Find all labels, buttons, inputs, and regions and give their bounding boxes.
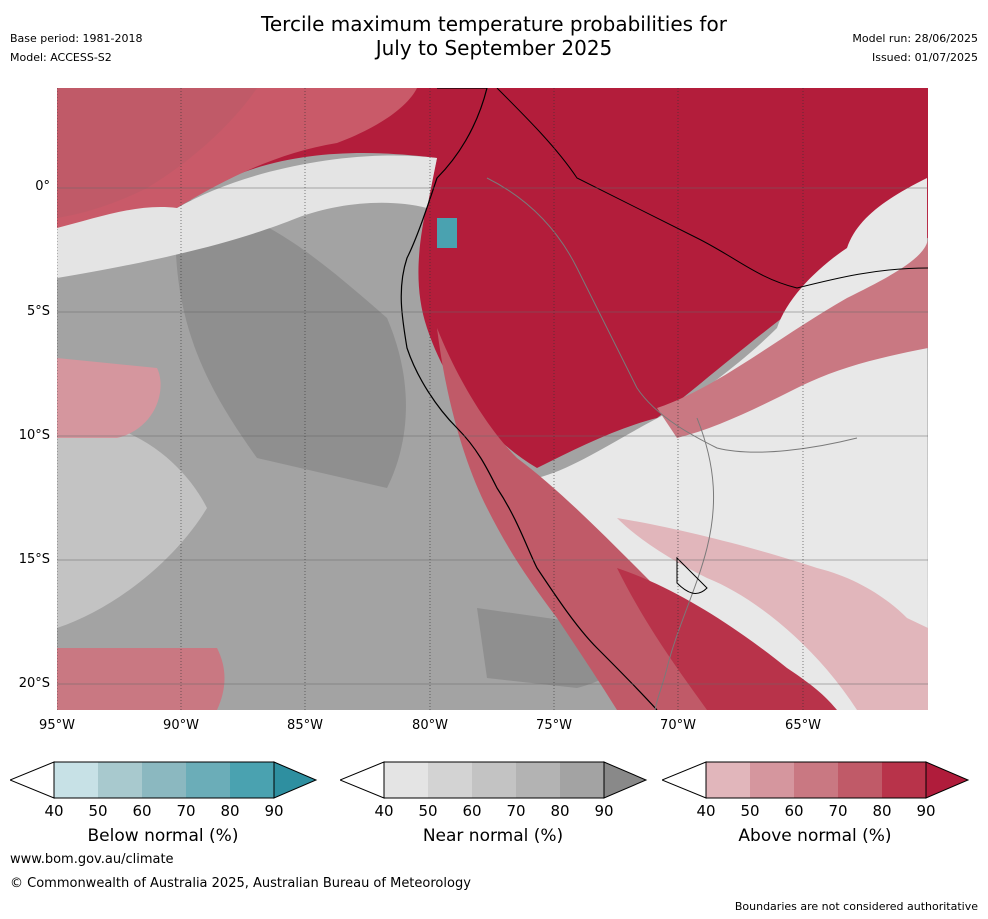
above-normal-east-transition [657, 238, 928, 438]
near-arrow-left [338, 761, 385, 799]
above-normal-northwest-inner [57, 88, 257, 218]
near-frame [383, 761, 605, 799]
above-tick-70: 70 [828, 802, 848, 820]
below-swatch-2 [98, 762, 142, 798]
lon-label-95w: 95°W [39, 718, 75, 733]
lon-label-80w: 80°W [412, 718, 448, 733]
lat-label-20s: 20°S [18, 676, 50, 691]
lat-label-15s: 15°S [18, 552, 50, 567]
near-tick-40: 40 [374, 802, 394, 820]
below-swatch-4 [186, 762, 230, 798]
website-link[interactable]: www.bom.gov.au/climate [10, 852, 174, 867]
below-normal-label: Below normal (%) [87, 826, 239, 846]
colorbar-below-normal [8, 760, 320, 806]
lon-label-90w: 90°W [163, 718, 199, 733]
below-arrow-right [273, 761, 318, 799]
map-title-line2: July to September 2025 [375, 36, 613, 60]
below-swatch-1 [54, 762, 98, 798]
lat-label-5s: 5°S [26, 304, 50, 319]
above-frame [705, 761, 927, 799]
lon-label-65w: 65°W [785, 718, 821, 733]
below-tick-40: 40 [44, 802, 64, 820]
above-normal-southwest-patch [57, 648, 225, 710]
model-run: Model run: 28/06/2025 [852, 32, 978, 45]
near-normal-north-band [57, 155, 437, 278]
near-normal-90-zone [175, 198, 406, 488]
above-normal-west-patch [57, 358, 161, 438]
lon-label-70w: 70°W [660, 718, 696, 733]
lat-gridlines [57, 187, 928, 685]
coastline [400, 88, 658, 710]
near-tick-60: 60 [462, 802, 482, 820]
above-normal-label: Above normal (%) [738, 826, 892, 846]
above-swatch-3 [794, 762, 838, 798]
near-swatch-4 [516, 762, 560, 798]
above-normal-north-zone [57, 88, 928, 468]
near-swatch-2 [428, 762, 472, 798]
above-tick-60: 60 [784, 802, 804, 820]
above-tick-80: 80 [872, 802, 892, 820]
lat-label-0: 0° [35, 179, 50, 194]
disclaimer-text: Boundaries are not considered authoritat… [734, 900, 978, 913]
near-normal-lighter-west [57, 418, 207, 628]
below-tick-70: 70 [176, 802, 196, 820]
above-swatch-1 [706, 762, 750, 798]
above-swatch-4 [838, 762, 882, 798]
amazon-river [496, 88, 928, 289]
near-swatch-1 [384, 762, 428, 798]
below-swatch-3 [142, 762, 186, 798]
lake-titicaca [676, 556, 708, 594]
above-arrow-right [925, 761, 970, 799]
copyright-text: © Commonwealth of Australia 2025, Austra… [10, 876, 471, 891]
colorbar-above-svg [660, 761, 970, 799]
below-tick-80: 80 [220, 802, 240, 820]
probability-map [57, 88, 928, 710]
below-tick-50: 50 [88, 802, 108, 820]
above-tick-90: 90 [916, 802, 936, 820]
near-tick-70: 70 [506, 802, 526, 820]
below-normal-spot-gulf [437, 218, 457, 248]
above-tick-50: 50 [740, 802, 760, 820]
issued-date: Issued: 01/07/2025 [871, 51, 978, 64]
map-title: Tercile maximum temperature probabilitie… [0, 12, 988, 60]
below-tick-90: 90 [264, 802, 284, 820]
near-arrow-right [603, 761, 648, 799]
colorbar-above-normal [660, 760, 972, 806]
lon-label-75w: 75°W [536, 718, 572, 733]
above-swatch-5 [882, 762, 926, 798]
above-tick-40: 40 [696, 802, 716, 820]
near-tick-50: 50 [418, 802, 438, 820]
border-bolivia [654, 417, 715, 710]
above-arrow-left [660, 761, 707, 799]
near-tick-80: 80 [550, 802, 570, 820]
below-arrow-left [8, 761, 55, 799]
near-tick-90: 90 [594, 802, 614, 820]
map-svg [57, 88, 928, 710]
above-normal-40-southeast [617, 518, 928, 710]
above-swatch-2 [750, 762, 794, 798]
lon-label-85w: 85°W [287, 718, 323, 733]
near-normal-label: Near normal (%) [422, 826, 564, 846]
below-frame [53, 761, 275, 799]
model-name: Model: ACCESS-S2 [10, 51, 112, 64]
colorbar-below-svg [8, 761, 318, 799]
colorbar-near-normal [338, 760, 650, 806]
national-borders [486, 177, 858, 453]
near-swatch-3 [472, 762, 516, 798]
lat-label-10s: 10°S [18, 428, 50, 443]
meta-right: Model run: 28/06/2025 Issued: 01/07/2025 [852, 32, 978, 70]
above-normal-altiplano [617, 568, 837, 710]
below-tick-60: 60 [132, 802, 152, 820]
below-swatch-5 [230, 762, 274, 798]
base-period: Base period: 1981-2018 [10, 32, 143, 45]
near-swatch-5 [560, 762, 604, 798]
meta-left: Base period: 1981-2018 Model: ACCESS-S2 [10, 32, 142, 70]
colorbar-near-svg [338, 761, 648, 799]
map-title-line1: Tercile maximum temperature probabilitie… [261, 12, 727, 36]
